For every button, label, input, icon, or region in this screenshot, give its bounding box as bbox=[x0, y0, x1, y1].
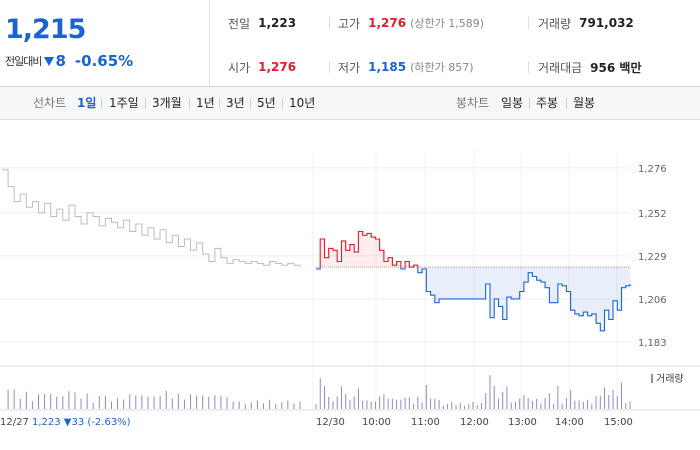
high-label: 고가 bbox=[338, 16, 361, 31]
x-tick-label: 12:00 bbox=[460, 417, 489, 428]
up-area bbox=[405, 261, 418, 268]
y-tick-label: 1,276 bbox=[638, 164, 667, 175]
y-tick-label: 1,229 bbox=[638, 252, 667, 263]
amount-label: 거래대금 bbox=[538, 60, 583, 75]
x-tick-label: 14:00 bbox=[555, 417, 584, 428]
tab-10year[interactable]: 10년 bbox=[289, 96, 316, 110]
low-label: 저가 bbox=[338, 60, 361, 75]
divider bbox=[566, 98, 567, 109]
prev-day-note: 12/27 1,223 ▼33 (-2.63%) bbox=[0, 417, 131, 428]
divider bbox=[101, 98, 102, 109]
divider bbox=[219, 98, 220, 109]
tab-1week[interactable]: 1주일 bbox=[109, 96, 139, 110]
up-line bbox=[404, 260, 419, 268]
open-cell: 시가 1,276 bbox=[228, 55, 296, 79]
down-area bbox=[417, 267, 630, 331]
volume-cell: 거래량 791,032 bbox=[538, 11, 634, 35]
tab-1year[interactable]: 1년 bbox=[196, 96, 215, 110]
price-chart: 1,276 1,252 1,229 1,206 1,183 거래량 12/30 10:00 11… bbox=[0, 121, 700, 450]
divider bbox=[250, 98, 251, 109]
x-tick-label: 11:00 bbox=[411, 417, 440, 428]
chart-period-tabs: 선차트 1일 1주일 3개월 1년 3년 5년 10년 봉차트 일봉 주봉 월봉 bbox=[0, 87, 700, 120]
tab-daily-candle[interactable]: 일봉 bbox=[501, 96, 524, 110]
divider bbox=[528, 61, 529, 73]
open-value: 1,276 bbox=[258, 60, 297, 74]
down-triangle-icon bbox=[44, 56, 55, 66]
x-tick-label: 12/30 bbox=[316, 417, 345, 428]
current-price: 1,215 bbox=[5, 14, 86, 45]
tab-monthly-candle[interactable]: 월봉 bbox=[573, 96, 596, 110]
volume-bars bbox=[7, 375, 631, 409]
divider bbox=[329, 61, 330, 73]
tab-1day[interactable]: 1일 bbox=[77, 96, 97, 110]
divider bbox=[282, 98, 283, 109]
divider bbox=[528, 17, 529, 29]
volume-value: 791,032 bbox=[579, 16, 634, 30]
tab-3month[interactable]: 3개월 bbox=[152, 96, 182, 110]
change-amount: 8 bbox=[55, 52, 66, 70]
quote-info-grid: 전일 1,223 고가 1,276 (상한가 1,589) 거래량 791,03… bbox=[211, 0, 700, 87]
down-line bbox=[400, 267, 406, 270]
divider bbox=[329, 17, 330, 29]
x-tick-label: 15:00 bbox=[604, 417, 633, 428]
divider bbox=[529, 98, 530, 109]
amount-cell: 거래대금 956 백만 bbox=[538, 55, 641, 79]
down-line bbox=[417, 267, 631, 332]
down-line bbox=[316, 267, 321, 270]
prev-close-label: 전일 bbox=[228, 16, 251, 31]
volume-label: 거래량 bbox=[538, 16, 572, 31]
prev-close-value: 1,223 bbox=[258, 16, 297, 30]
open-label: 시가 bbox=[228, 60, 251, 75]
tab-weekly-candle[interactable]: 주봉 bbox=[536, 96, 559, 110]
y-tick-label: 1,206 bbox=[638, 295, 667, 306]
price-chart-svg: 1,276 1,252 1,229 1,206 1,183 거래량 12/30 10:00 11… bbox=[0, 151, 700, 428]
prev-day-line bbox=[2, 169, 301, 268]
y-tick-label: 1,183 bbox=[638, 338, 667, 349]
price-box: 1,215 전일대비 8 -0.65% bbox=[0, 0, 210, 87]
tab-3year[interactable]: 3년 bbox=[226, 96, 245, 110]
amount-value: 956 백만 bbox=[590, 60, 642, 75]
prev-close-cell: 전일 1,223 bbox=[228, 11, 296, 35]
change-row: 전일대비 8 -0.65% bbox=[5, 52, 133, 70]
up-line bbox=[319, 230, 402, 268]
chart-labels: 1,276 1,252 1,229 1,206 1,183 거래량 12/30 10:00 11… bbox=[0, 164, 684, 428]
change-label: 전일대비 bbox=[5, 55, 42, 68]
upper-limit: (상한가 1,589) bbox=[410, 17, 484, 30]
lower-limit: (하한가 857) bbox=[410, 61, 474, 74]
up-area bbox=[320, 231, 401, 268]
x-tick-label: 13:00 bbox=[508, 417, 537, 428]
divider bbox=[145, 98, 146, 109]
tab-5year[interactable]: 5년 bbox=[257, 96, 276, 110]
prev-day-series bbox=[2, 169, 301, 268]
today-series bbox=[316, 230, 631, 332]
low-cell: 저가 1,185 (하한가 857) bbox=[338, 55, 474, 79]
stock-summary: 1,215 전일대비 8 -0.65% 전일 1,223 고가 1,276 (상… bbox=[0, 0, 700, 87]
candle-chart-label: 봉차트 bbox=[456, 96, 490, 110]
line-chart-label: 선차트 bbox=[33, 96, 67, 110]
chart-grid bbox=[0, 151, 700, 411]
divider bbox=[189, 98, 190, 109]
high-cell: 고가 1,276 (상한가 1,589) bbox=[338, 11, 484, 35]
high-value: 1,276 bbox=[368, 16, 407, 30]
low-value: 1,185 bbox=[368, 60, 407, 74]
y-tick-label: 1,252 bbox=[638, 209, 667, 220]
change-percent: -0.65% bbox=[74, 52, 134, 70]
volume-legend-swatch bbox=[651, 374, 653, 383]
x-tick-label: 10:00 bbox=[362, 417, 391, 428]
volume-legend-label: 거래량 bbox=[656, 373, 684, 385]
